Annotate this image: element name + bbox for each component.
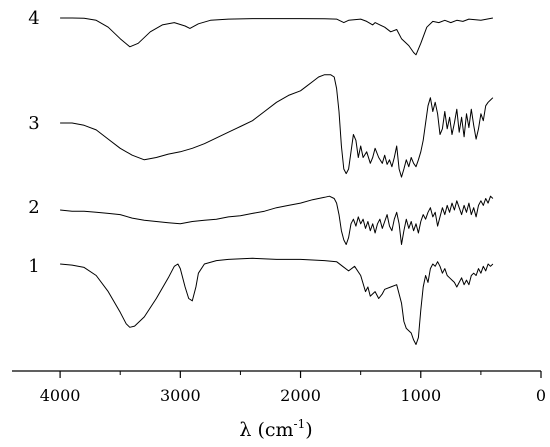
x-axis-title-main: λ (cm	[239, 419, 293, 441]
x-axis: 4000 3000 2000 1000 0 λ (cm-1)	[12, 370, 546, 441]
x-tick-label-2000: 2000	[280, 386, 321, 405]
x-axis-title: λ (cm-1)	[239, 417, 312, 441]
x-tick-label-0: 0	[536, 386, 546, 405]
series-label-4: 4	[28, 8, 39, 29]
series-lines	[60, 17, 494, 345]
x-axis-ticks: 4000 3000 2000 1000 0	[40, 371, 546, 405]
spectrum-line-4	[60, 17, 493, 56]
spectrum-line-1	[60, 257, 494, 345]
series-label-3: 3	[28, 113, 39, 134]
x-tick-label-4000: 4000	[40, 386, 81, 405]
spectrum-line-2	[60, 195, 494, 245]
series-label-1: 1	[28, 256, 39, 277]
x-axis-title-close: )	[305, 419, 312, 441]
x-axis-title-sup: -1	[294, 417, 306, 431]
spectrum-line-3	[60, 74, 494, 178]
series-labels: 4 3 2 1	[28, 8, 39, 277]
x-tick-label-3000: 3000	[160, 386, 201, 405]
x-tick-label-1000: 1000	[400, 386, 441, 405]
series-label-2: 2	[28, 197, 39, 218]
